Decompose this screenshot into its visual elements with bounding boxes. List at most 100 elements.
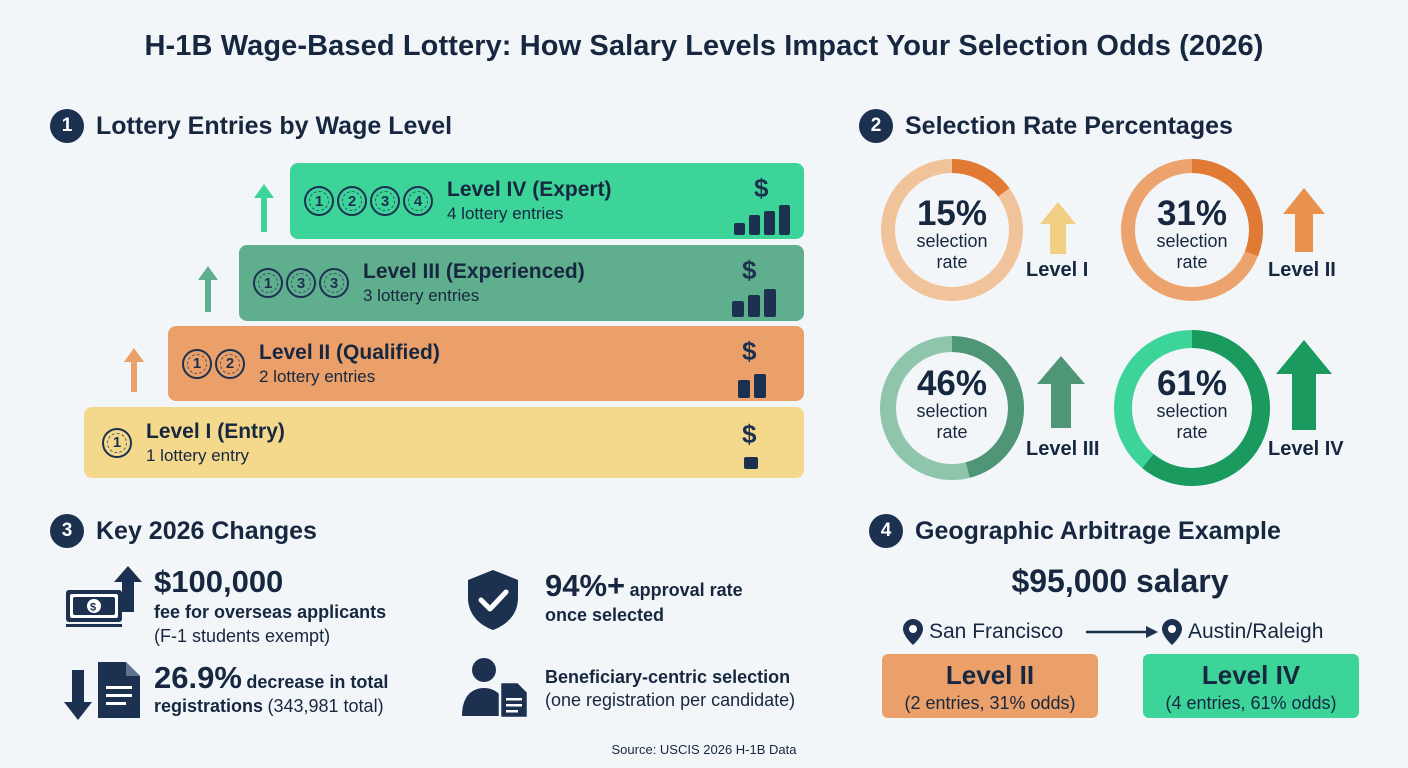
rate-level-label: Level III <box>1026 438 1100 460</box>
section3-heading: 3 Key 2026 Changes <box>50 514 317 548</box>
section-number-badge: 1 <box>50 109 84 143</box>
donut-value-arc <box>1121 159 1263 301</box>
level-name: Level IV (Expert) <box>447 178 612 201</box>
selection-rate-level-i: 15% selection rate <box>884 196 1020 272</box>
selection-rate-level-ii: 31% selection rate <box>1124 196 1260 272</box>
approval-pct: 94%+ <box>545 568 626 603</box>
lottery-coin-icon: 3 <box>319 268 349 298</box>
fee-line2: (F-1 students exempt) <box>154 626 331 646</box>
up-arrow-icon <box>1283 188 1325 252</box>
lottery-coin-icon: 2 <box>337 186 367 216</box>
dollar-glyph: $ <box>754 173 769 203</box>
rate-percent: 46% <box>916 364 988 403</box>
lottery-coin-icon: 3 <box>286 268 316 298</box>
from-city-name: San Francisco <box>929 620 1064 643</box>
rate-level-label: Level II <box>1268 259 1336 281</box>
rate-caption: selection <box>1156 231 1228 251</box>
lottery-coin-icon: 4 <box>403 186 433 216</box>
decrease-text3: (343,981 total) <box>267 696 384 716</box>
money-fee-icon: $ <box>66 566 142 627</box>
up-arrow-icon <box>1040 202 1076 254</box>
rate-caption: selection <box>916 231 988 251</box>
level-iv-bar: 1 2 3 4 Level IV (Expert) 4 lottery entr… <box>290 163 804 239</box>
svg-text:$: $ <box>90 602 96 614</box>
lottery-coins: 1 <box>102 427 132 458</box>
level-name: Level II (Qualified) <box>259 340 440 364</box>
rate-caption: selection <box>1156 401 1228 421</box>
rate-percent: 61% <box>1156 364 1228 403</box>
rate-level-label: Level I <box>1026 259 1089 281</box>
to-detail: (4 entries, 61% odds) <box>1165 693 1337 713</box>
lottery-coin-icon: 1 <box>182 348 212 379</box>
selection-rate-donut <box>1121 159 1263 301</box>
right-arrow-icon <box>1086 626 1158 638</box>
section1-heading: 1 Lottery Entries by Wage Level <box>50 109 452 143</box>
person-document-icon <box>462 658 530 718</box>
salary-amount: $95,000 salary <box>1011 563 1229 599</box>
dollar-growth-icon: $ <box>732 255 776 317</box>
lottery-coin-icon: 1 <box>253 268 283 298</box>
fee-block: $100,000 fee for overseas applicants (F-… <box>154 564 386 647</box>
entry-count: 1 lottery entry <box>146 445 249 465</box>
rate-percent: 31% <box>1156 194 1228 233</box>
selection-rate-level-iv: 61% selection rate <box>1124 366 1260 442</box>
section-number-badge: 2 <box>859 109 893 143</box>
decrease-text1: decrease in total <box>246 672 389 692</box>
page-title: H-1B Wage-Based Lottery: How Salary Leve… <box>144 30 1264 62</box>
dollar-glyph: $ <box>742 419 757 449</box>
decrease-block: 26.9% decrease in total registrations (3… <box>154 660 388 717</box>
approval-text1: approval rate <box>629 580 743 600</box>
level-iii-bar: 1 3 3 Level III (Experienced) 3 lottery … <box>239 245 804 321</box>
fee-amount: $100,000 <box>154 564 284 599</box>
entry-count: 4 lottery entries <box>447 204 564 223</box>
level-name: Level III (Experienced) <box>363 260 585 283</box>
lottery-coins: 1 2 <box>182 348 245 379</box>
section-title: Geographic Arbitrage Example <box>915 516 1281 545</box>
fee-line1: fee for overseas applicants <box>154 602 387 622</box>
selection-rate-donut <box>880 336 1024 480</box>
lottery-coins: 1 2 3 4 <box>304 186 433 216</box>
section-number-badge: 4 <box>869 514 903 548</box>
from-level-box: Level II (2 entries, 31% odds) <box>882 654 1098 718</box>
up-arrow-icon <box>1037 356 1085 428</box>
donut-value-arc <box>881 159 1023 301</box>
rate-caption: rate <box>936 421 968 442</box>
decrease-pct: 26.9% <box>154 660 242 695</box>
shield-check-icon <box>468 570 518 630</box>
rate-percent: 15% <box>916 194 988 233</box>
dollar-glyph: $ <box>742 255 757 285</box>
beneficiary-line2: (one registration per candidate) <box>545 690 796 710</box>
source-note: Source: USCIS 2026 H-1B Data <box>611 742 797 757</box>
selection-rate-level-iii: 46% selection rate <box>884 366 1020 442</box>
selection-rate-donut <box>1114 330 1270 486</box>
to-level: Level IV <box>1201 660 1301 690</box>
from-detail: (2 entries, 31% odds) <box>904 693 1076 713</box>
from-level: Level II <box>945 660 1035 690</box>
dollar-growth-icon: $ <box>742 419 758 469</box>
to-level-box: Level IV (4 entries, 61% odds) <box>1143 654 1359 718</box>
section-title: Key 2026 Changes <box>96 516 317 545</box>
selection-rate-donut <box>881 159 1023 301</box>
approval-text2: once selected <box>545 605 665 625</box>
location-pin-icon <box>1162 619 1182 645</box>
to-city-name: Austin/Raleigh <box>1188 620 1324 643</box>
dollar-glyph: $ <box>742 336 757 366</box>
beneficiary-block: Beneficiary-centric selection (one regis… <box>545 667 795 711</box>
rate-caption: selection <box>916 401 988 421</box>
up-arrow-icon <box>198 266 218 312</box>
entry-count: 3 lottery entries <box>363 286 480 305</box>
lottery-coin-icon: 2 <box>215 348 245 379</box>
level-name: Level I (Entry) <box>146 419 285 443</box>
beneficiary-line1: Beneficiary-centric selection <box>545 667 791 687</box>
from-city: San Francisco <box>903 619 1063 645</box>
decrease-text2: registrations <box>154 696 264 716</box>
dollar-growth-icon: $ <box>738 336 766 398</box>
lottery-coin-icon: 3 <box>370 186 400 216</box>
approval-block: 94%+ approval rate once selected <box>545 568 743 626</box>
location-pin-icon <box>903 619 923 645</box>
level-ii-bar: 1 2 Level II (Qualified) 2 lottery entri… <box>168 326 804 401</box>
to-city: Austin/Raleigh <box>1162 619 1323 645</box>
section4-heading: 4 Geographic Arbitrage Example <box>869 514 1281 548</box>
entry-count: 2 lottery entries <box>259 366 376 386</box>
dollar-growth-icon: $ <box>734 173 790 235</box>
